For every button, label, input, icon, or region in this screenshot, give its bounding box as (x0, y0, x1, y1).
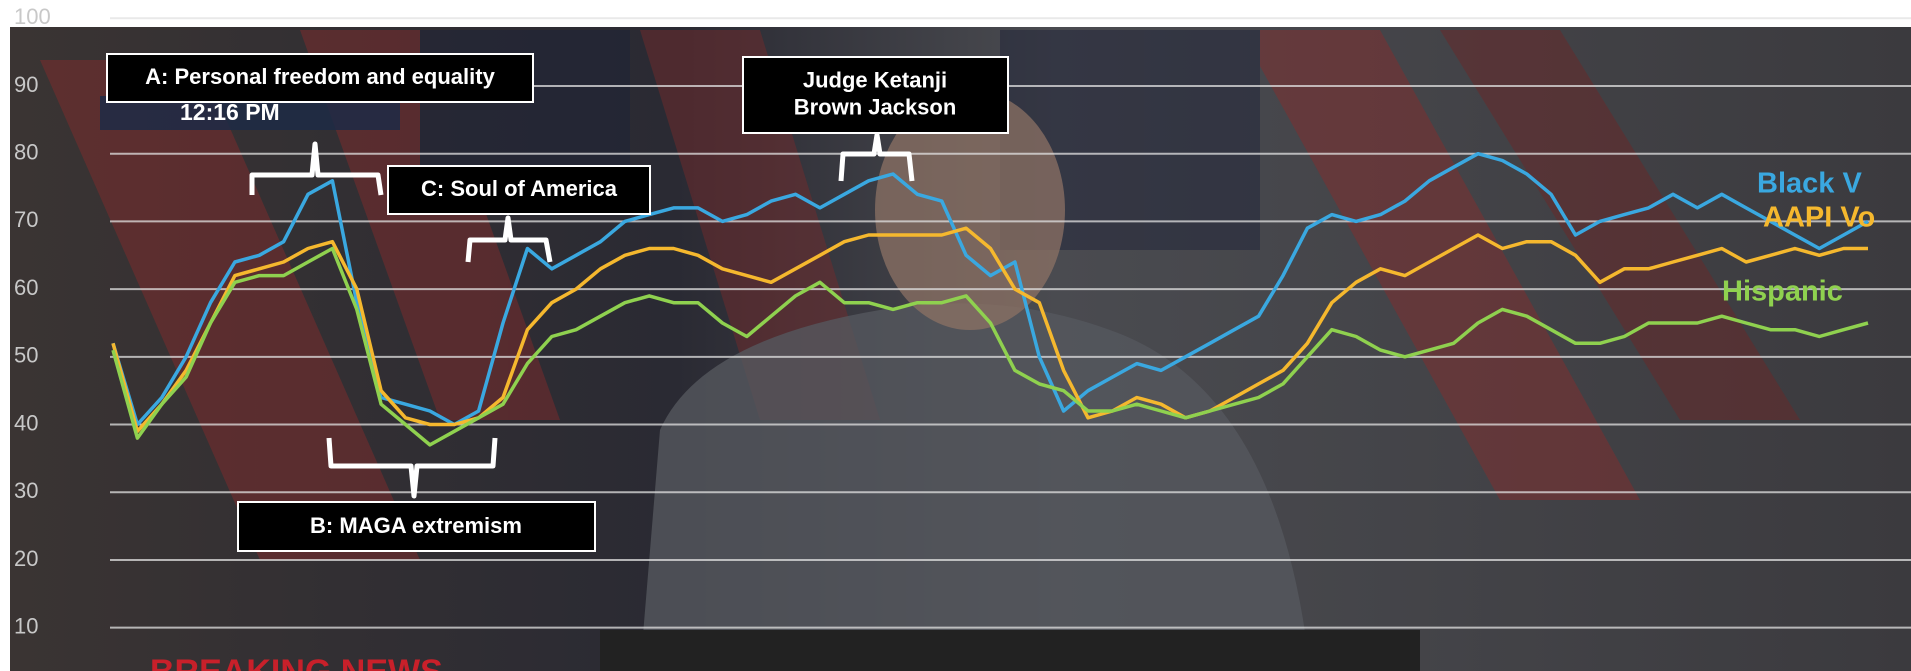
annotation-box (387, 165, 651, 215)
y-tick-label: 50 (14, 343, 38, 368)
legend-label: AAPI Vo (1763, 202, 1875, 234)
y-tick-label: 20 (14, 546, 38, 571)
y-tick-label: 60 (14, 275, 38, 300)
annotation-box (106, 53, 534, 103)
annotation-bracket (249, 141, 384, 196)
timestamp: 12:16 PM (180, 99, 280, 125)
annotation-text: B: MAGA extremism (310, 513, 522, 538)
legend-label: Black V (1757, 168, 1862, 200)
series-line (111, 226, 1868, 434)
legend-label: Hispanic (1722, 276, 1843, 308)
breaking-news: BREAKING NEWS (150, 653, 443, 671)
grid (110, 17, 1911, 629)
annotation-text: Brown Jackson (794, 94, 957, 119)
y-tick-label: 70 (14, 207, 38, 232)
series-line (111, 246, 1869, 447)
series-lines (111, 151, 1869, 447)
series-line (111, 151, 1869, 427)
y-tick-label: 80 (14, 140, 38, 165)
y-tick-label: 100 (14, 4, 51, 29)
annotation-bracket (326, 437, 498, 499)
y-tick-label: 30 (14, 478, 38, 503)
annotation-boxes (106, 53, 1009, 552)
annotation-text: A: Personal freedom and equality (145, 64, 495, 89)
annotation-text: C: Soul of America (421, 176, 618, 201)
annotation-bracket (465, 215, 553, 263)
annotation-bracket (838, 132, 915, 182)
y-tick-label: 40 (14, 410, 38, 435)
annotation-box (237, 501, 596, 552)
annotation-text: Judge Ketanji (803, 67, 947, 92)
y-tick-label: 10 (14, 613, 38, 638)
annotation-box (742, 56, 1009, 134)
y-tick-label: 90 (14, 72, 38, 97)
